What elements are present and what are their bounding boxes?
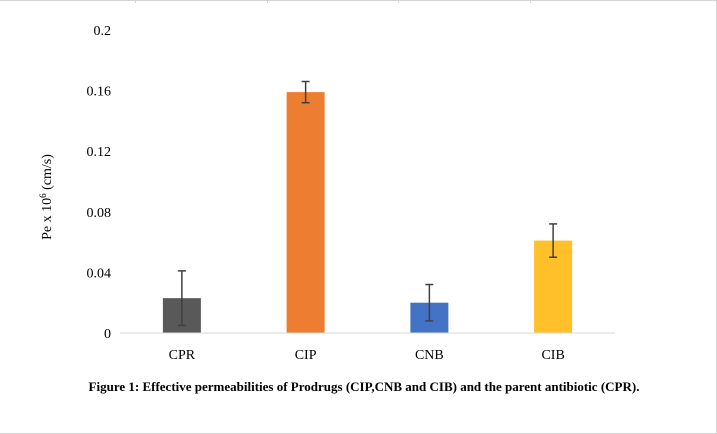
error-bars: [177, 80, 558, 327]
bar-cip: [286, 92, 325, 334]
y-tick-label: 0.08: [87, 206, 112, 221]
frame-top-tick: [398, 0, 399, 3]
x-tick-label: CNB: [415, 348, 444, 363]
frame-top-tick: [267, 0, 268, 3]
y-axis-title-superscript: 6: [38, 193, 48, 198]
bar-series: [162, 92, 573, 334]
frame-top-tick: [135, 0, 136, 3]
svg-text:Pe x 106 (cm/s): Pe x 106 (cm/s): [38, 154, 55, 240]
x-tick-label: CIB: [541, 348, 564, 363]
x-tick-label: CPR: [169, 348, 196, 363]
x-tick-labels: CPR CIP CNB CIB: [169, 348, 565, 363]
frame-top-border: [0, 0, 717, 1]
figure-caption: Figure 1: Effective permeabilities of Pr…: [88, 379, 640, 394]
error-bar-cnb: [425, 283, 434, 322]
y-tick-label: 0.12: [87, 145, 112, 160]
y-tick-label: 0.2: [94, 24, 112, 39]
error-bar-cpr: [177, 270, 186, 327]
y-tick-label: 0.16: [87, 85, 112, 100]
y-tick-label: 0: [104, 327, 111, 342]
x-tick-label: CIP: [295, 348, 317, 363]
y-axis-title-unit: (cm/s): [40, 154, 55, 194]
bar-chart: Pe x 106 (cm/s) 0 0.04 0.08 0.12 0.16 0.2 CPR…: [38, 24, 615, 363]
y-axis-title-base: Pe x 10: [40, 198, 55, 240]
y-axis-title: Pe x 106 (cm/s): [38, 154, 55, 240]
error-bar-cip: [301, 80, 310, 104]
frame-top-tick: [530, 0, 531, 3]
y-tick-labels: 0 0.04 0.08 0.12 0.16 0.2: [87, 24, 112, 342]
y-tick-label: 0.04: [87, 266, 112, 281]
error-bar-cib: [549, 223, 558, 258]
